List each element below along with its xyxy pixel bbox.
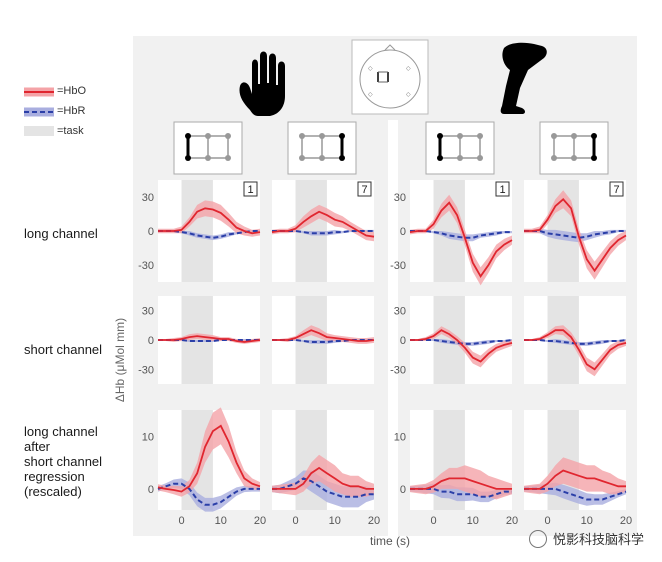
x-tick-label: 20 <box>254 515 266 527</box>
hbo-line <box>272 466 374 490</box>
y-tick-label: 0 <box>148 484 154 496</box>
hbo-error-band <box>524 190 626 280</box>
hbo-error-band <box>524 457 626 495</box>
watermark-text: 悦影科技脑科学 <box>552 532 644 547</box>
hbo-line <box>410 477 512 490</box>
channel-badge: 1 <box>247 184 253 196</box>
x-tick-label: 10 <box>467 515 479 527</box>
y-tick-label: 30 <box>394 306 406 318</box>
y-tick-label: 30 <box>142 306 154 318</box>
y-tick-label: 10 <box>142 431 154 443</box>
hbo-error-band <box>158 407 260 497</box>
x-tick-label: 20 <box>620 515 632 527</box>
wechat-icon <box>528 529 547 548</box>
hbr-line <box>410 230 512 239</box>
plot-panel: 7 <box>524 180 627 282</box>
row-label-regressed: long channel after short channel regress… <box>24 424 103 499</box>
x-tick-label: 20 <box>368 515 380 527</box>
hbo-line <box>524 469 626 490</box>
hbo-line <box>272 329 375 342</box>
x-axis-label: time (s) <box>370 534 410 548</box>
plot-panel: 1 30 0 -30 <box>390 180 513 286</box>
x-tick-label: 0 <box>430 515 436 527</box>
head-probe-icon: ◇ ◇ ◇ ◇ <box>351 39 429 115</box>
hbo-error-band <box>410 326 512 368</box>
hbr-line <box>272 477 374 498</box>
hbo-error-band <box>410 194 512 286</box>
group-separator <box>388 120 398 536</box>
probe-layout-icon <box>299 133 345 161</box>
hbo-line <box>158 335 261 343</box>
plot-panel: 10 0 0 10 20 <box>142 407 266 527</box>
hbo-line <box>158 207 261 235</box>
y-tick-label: 0 <box>400 484 406 496</box>
plot-panel: 10 0 0 10 20 <box>394 410 518 527</box>
y-tick-label: 10 <box>394 431 406 443</box>
y-tick-label: 0 <box>148 226 154 238</box>
plot-panel: 0 10 20 <box>524 410 632 527</box>
row-label-long: long channel <box>24 226 98 241</box>
channel-badge: 7 <box>361 184 367 196</box>
legend-hbr-label: =HbR <box>57 105 86 117</box>
y-tick-label: 0 <box>400 226 406 238</box>
legend-task-swatch <box>24 126 54 136</box>
channel-badge-box <box>609 181 624 197</box>
plot-panel: 30 0 -30 <box>138 296 261 384</box>
legend-task-label: =task <box>57 125 84 137</box>
channel-badge: 7 <box>613 184 619 196</box>
svg-text:◇: ◇ <box>406 92 411 98</box>
y-tick-label: -30 <box>390 364 406 376</box>
x-tick-label: 10 <box>215 515 227 527</box>
hbr-line <box>157 482 260 506</box>
channel-badge-box <box>495 181 510 197</box>
hbo-line <box>271 210 375 238</box>
probe-layout-box <box>425 121 495 175</box>
svg-text:◇: ◇ <box>406 66 411 72</box>
legend <box>24 87 54 136</box>
hbo-line <box>524 198 627 273</box>
svg-text:◇: ◇ <box>368 92 373 98</box>
y-tick-label: 0 <box>148 335 154 347</box>
x-tick-label: 0 <box>544 515 550 527</box>
x-tick-label: 10 <box>581 515 593 527</box>
probe-layout-icon <box>551 133 597 161</box>
hbo-line <box>410 329 513 363</box>
y-tick-label: -30 <box>138 364 154 376</box>
y-tick-label: 0 <box>400 335 406 347</box>
probe-layout-icon <box>437 133 483 161</box>
hbr-error-band <box>524 228 626 243</box>
x-tick-label: 20 <box>506 515 518 527</box>
y-axis-label: ΔHb (μMol mm) <box>113 318 127 402</box>
plot-panel: 1 30 0 -30 <box>138 180 261 282</box>
y-tick-label: -30 <box>390 260 406 272</box>
plot-panel <box>524 296 627 384</box>
plot-panel: 7 <box>271 180 375 282</box>
x-tick-label: 0 <box>178 515 184 527</box>
hbo-error-band <box>272 204 374 242</box>
x-tick-label: 0 <box>292 515 298 527</box>
channel-badge: 1 <box>499 184 505 196</box>
plot-panel: 0 10 20 <box>272 410 380 527</box>
leg-icon <box>500 42 547 114</box>
y-tick-label: -30 <box>138 260 154 272</box>
channel-badge-box <box>357 181 372 197</box>
hbo-line <box>157 424 261 493</box>
hbo-line <box>524 329 627 371</box>
svg-text:◇: ◇ <box>368 66 373 72</box>
y-tick-label: 30 <box>142 192 154 204</box>
plot-panel <box>272 296 375 384</box>
channel-badge-box <box>243 181 258 197</box>
hbr-line <box>524 230 626 239</box>
watermark: 悦影科技脑科学 <box>528 529 644 548</box>
hbo-line <box>409 201 513 278</box>
y-tick-label: 30 <box>394 192 406 204</box>
probe-layout-icon <box>185 133 231 161</box>
row-label-short: short channel <box>24 342 103 357</box>
hbo-error-band <box>410 465 512 500</box>
hand-icon <box>239 51 285 116</box>
x-tick-label: 10 <box>329 515 341 527</box>
plot-panel: 30 0 -30 <box>390 296 513 384</box>
legend-hbo-label: =HbO <box>57 85 87 97</box>
